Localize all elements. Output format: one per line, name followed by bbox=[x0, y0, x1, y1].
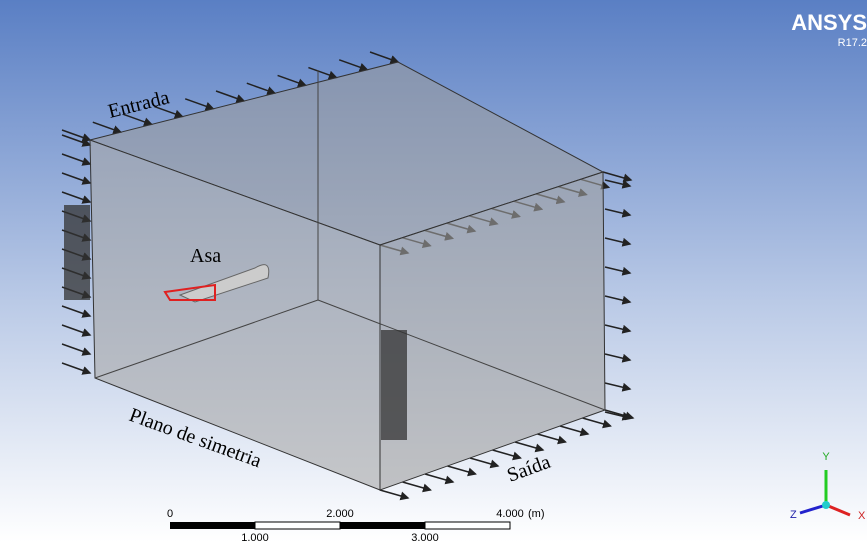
version: R17.2 bbox=[838, 37, 867, 49]
scale-label: 3.000 bbox=[411, 532, 439, 542]
axis-label: Z bbox=[790, 509, 797, 521]
scale-bar bbox=[170, 522, 510, 529]
logo: ANSYS bbox=[791, 10, 867, 35]
scale-label: 1.000 bbox=[241, 532, 269, 542]
scale-label: 4.000 bbox=[496, 508, 524, 520]
label: Asa bbox=[190, 245, 221, 267]
outlet-mesh bbox=[381, 330, 407, 440]
axis-label: Y bbox=[822, 451, 830, 463]
scale-label: 0 bbox=[167, 508, 173, 520]
axis-label: X bbox=[858, 510, 866, 522]
scale-label: 2.000 bbox=[326, 508, 354, 520]
viewport: Entrada Asa Plano de simetria Saída ANSY… bbox=[0, 0, 867, 542]
scale-unit: (m) bbox=[528, 508, 545, 520]
inlet-mesh bbox=[64, 205, 90, 300]
